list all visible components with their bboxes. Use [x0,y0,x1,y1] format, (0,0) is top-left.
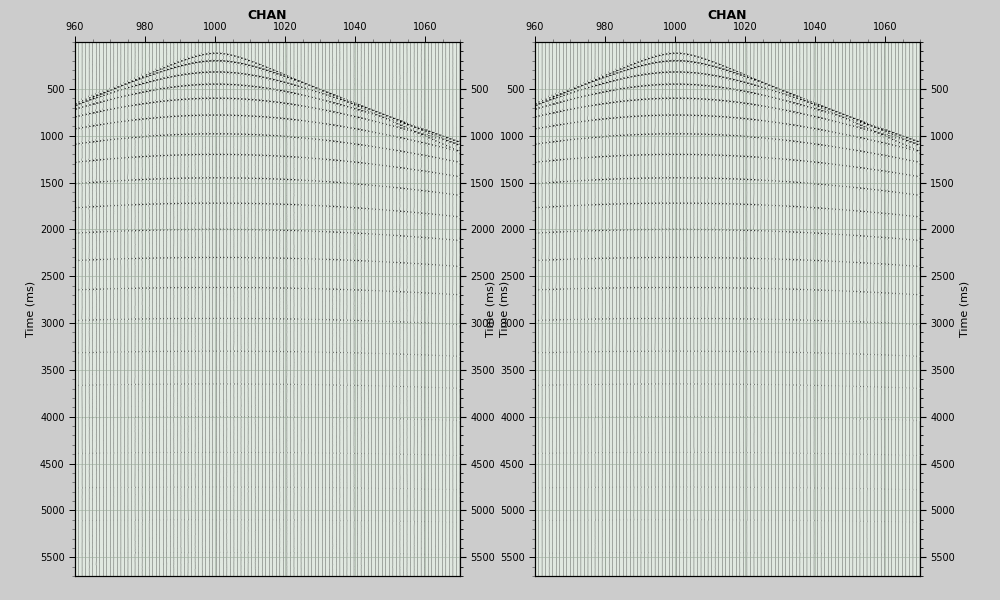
Y-axis label: Time (ms): Time (ms) [26,281,36,337]
Y-axis label: Time (ms): Time (ms) [486,281,496,337]
Y-axis label: Time (ms): Time (ms) [499,281,509,337]
X-axis label: CHAN: CHAN [708,9,747,22]
Y-axis label: Time (ms): Time (ms) [959,281,969,337]
X-axis label: CHAN: CHAN [248,9,287,22]
